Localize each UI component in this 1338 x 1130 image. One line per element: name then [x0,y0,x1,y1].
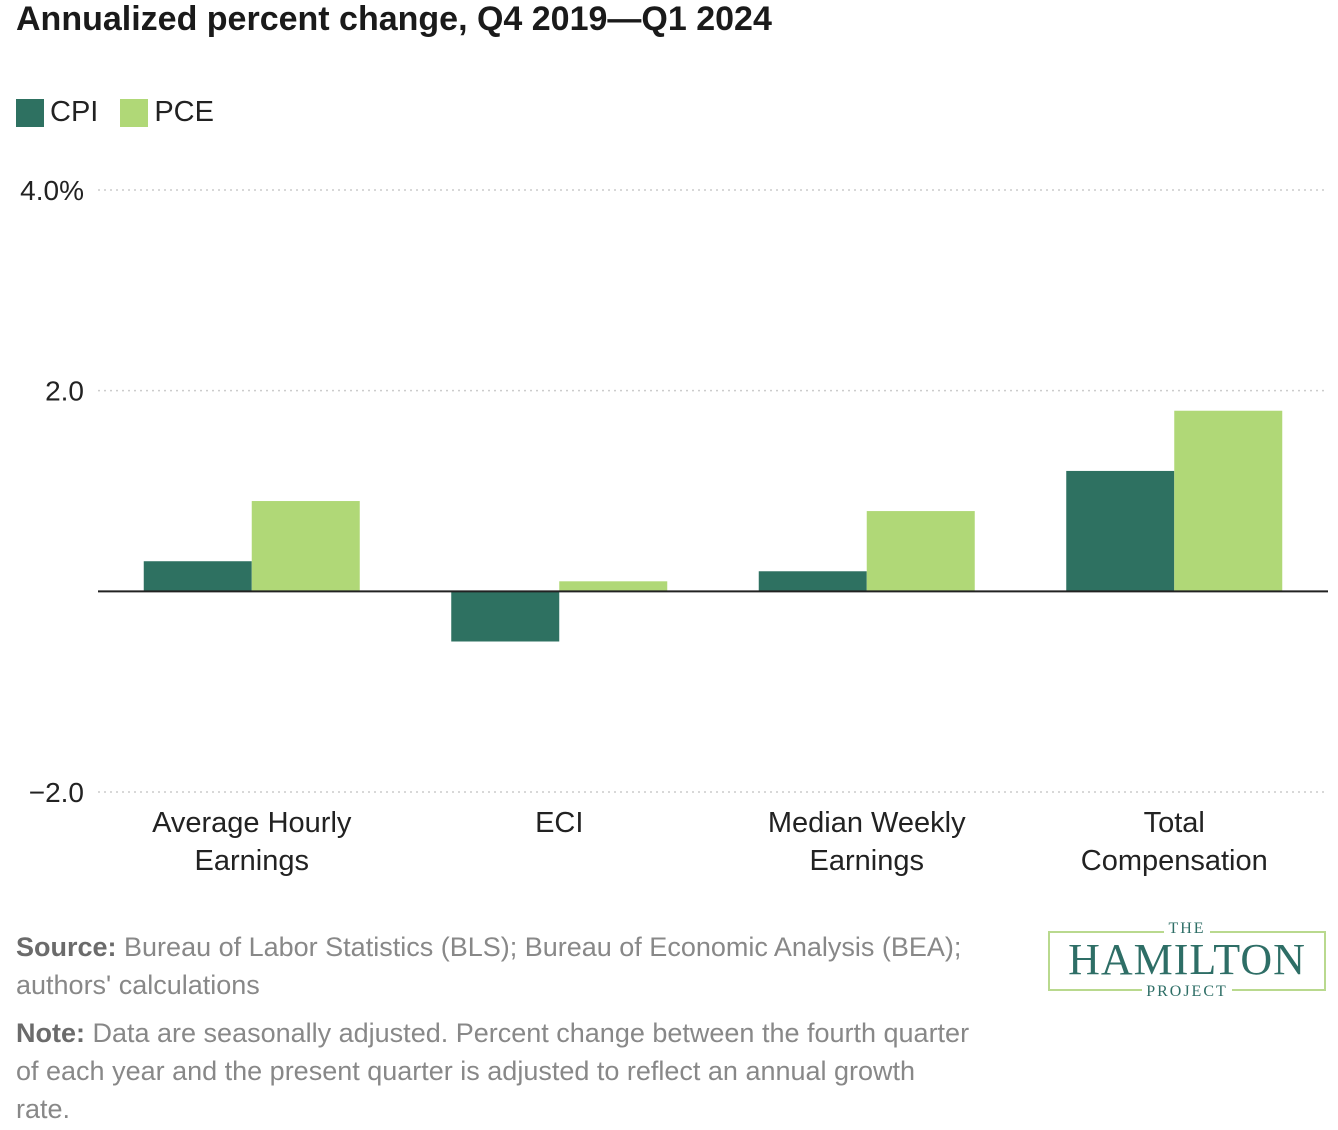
x-category-label: ECI [535,807,583,839]
bar-cpi [143,561,252,592]
logo-main: HAMILTON [1068,935,1306,984]
legend: CPI PCE [16,96,236,129]
x-category-label: Average Hourly [152,807,352,839]
bar-cpi [758,571,867,592]
y-tick-label: −2.0 [29,777,84,808]
legend-swatch-cpi [16,98,44,127]
logo-the: THE [1050,920,1324,938]
legend-swatch-pce [120,98,149,127]
x-category-label: Median Weekly [768,807,966,839]
note-text: Data are seasonally adjusted. Percent ch… [16,1018,970,1124]
hamilton-project-logo: THE HAMILTON PROJECT [1048,920,1326,1000]
bar-pce [559,581,668,592]
chart-title: Annualized percent change, Q4 2019—Q1 20… [16,0,772,38]
source-text: Bureau of Labor Statistics (BLS); Bureau… [16,932,962,1000]
x-category-label: Earnings [195,845,309,877]
y-tick-label: 2.0 [45,376,84,407]
bar-cpi [451,591,560,642]
source-note: Source: Bureau of Labor Statistics (BLS)… [16,928,976,1004]
methodology-note: Note: Data are seasonally adjusted. Perc… [16,1014,976,1128]
bar-pce [866,511,975,592]
legend-label-cpi: CPI [50,96,99,128]
logo-the-text: THE [1164,920,1210,937]
legend-item-pce: PCE [120,96,214,129]
bar-cpi [1066,470,1175,592]
source-label: Source: [16,932,117,962]
note-label: Note: [16,1018,85,1048]
bar-pce [1174,410,1283,592]
x-category-label: Earnings [810,845,924,877]
logo-project-text: PROJECT [1142,983,1232,1000]
bar-chart: 4.0% 2.0 −2.0 Average Hourly Earnings ECI Medi… [20,175,1328,877]
legend-label-pce: PCE [154,96,214,128]
legend-item-cpi: CPI [16,96,98,129]
x-category-label: Compensation [1081,845,1268,877]
logo-project: PROJECT [1050,983,1324,1001]
bar-pce [251,501,360,592]
x-category-label: Total [1144,807,1205,839]
y-tick-label: 4.0% [20,175,84,206]
